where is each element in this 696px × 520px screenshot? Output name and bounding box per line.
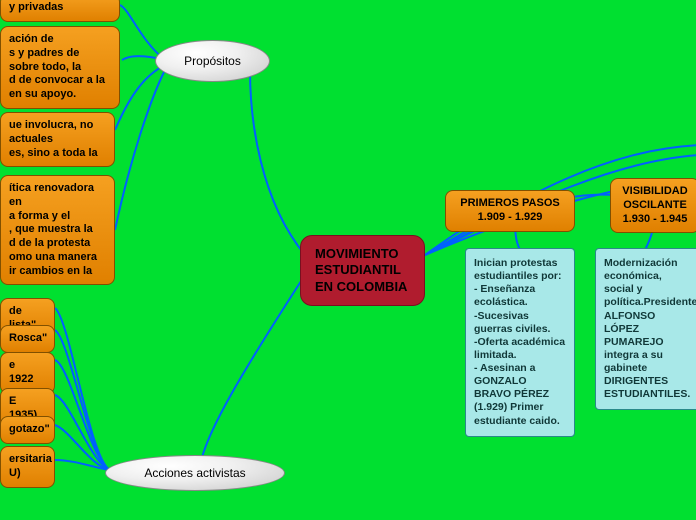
header-primeros-sub: 1.909 - 1.929 [454,211,566,225]
leftbox-8[interactable]: gotazo" [0,416,55,444]
leftbox-3-text: ítica renovadora en a forma y el , que m… [9,182,97,277]
leftbox-2-text: ue involucra, no actuales es, sino a tod… [9,119,98,159]
header-visibilidad-title: VISIBILIDAD OSCILANTE [619,185,691,213]
leftbox-2[interactable]: ue involucra, no actuales es, sino a tod… [0,112,115,167]
header-visibilidad[interactable]: VISIBILIDAD OSCILANTE 1.930 - 1.945 [610,178,696,233]
leftbox-1-text: ación de s y padres de sobre todo, la d … [9,33,105,100]
header-primeros-title: PRIMEROS PASOS [454,197,566,211]
ellipse-acciones-label: Acciones activistas [144,466,245,481]
central-text: MOVIMIENTO ESTUDIANTIL EN COLOMBIA [315,246,407,294]
leftbox-5-text: Rosca" [9,332,47,344]
leftbox-0[interactable]: y privadas [0,0,120,22]
header-primeros[interactable]: PRIMEROS PASOS 1.909 - 1.929 [445,190,575,232]
leftbox-0-text: y privadas [9,1,63,13]
leftbox-8-text: gotazo" [9,423,50,435]
cyan-primeros[interactable]: Inician protestas estudiantiles por: - E… [465,248,575,437]
leftbox-3[interactable]: ítica renovadora en a forma y el , que m… [0,175,115,285]
ellipse-propositos[interactable]: Propósitos [155,40,270,82]
ellipse-propositos-label: Propósitos [184,54,241,69]
cyan-visibilidad[interactable]: Modernización económica, social y políti… [595,248,696,410]
header-visibilidad-sub: 1.930 - 1.945 [619,213,691,227]
leftbox-5[interactable]: Rosca" [0,325,55,353]
leftbox-6-text: e 1922 [9,359,33,385]
cyan-primeros-text: Inician protestas estudiantiles por: - E… [474,257,565,427]
ellipse-acciones[interactable]: Acciones activistas [105,455,285,491]
leftbox-9-text: ersitaria U) [9,453,52,479]
cyan-visibilidad-text: Modernización económica, social y políti… [604,257,696,400]
mindmap-canvas: { "central": { "text": "MOVIMIENTO ESTUD… [0,0,696,520]
leftbox-1[interactable]: ación de s y padres de sobre todo, la d … [0,26,120,109]
central-node[interactable]: MOVIMIENTO ESTUDIANTIL EN COLOMBIA [300,235,425,306]
leftbox-9[interactable]: ersitaria U) [0,446,55,488]
